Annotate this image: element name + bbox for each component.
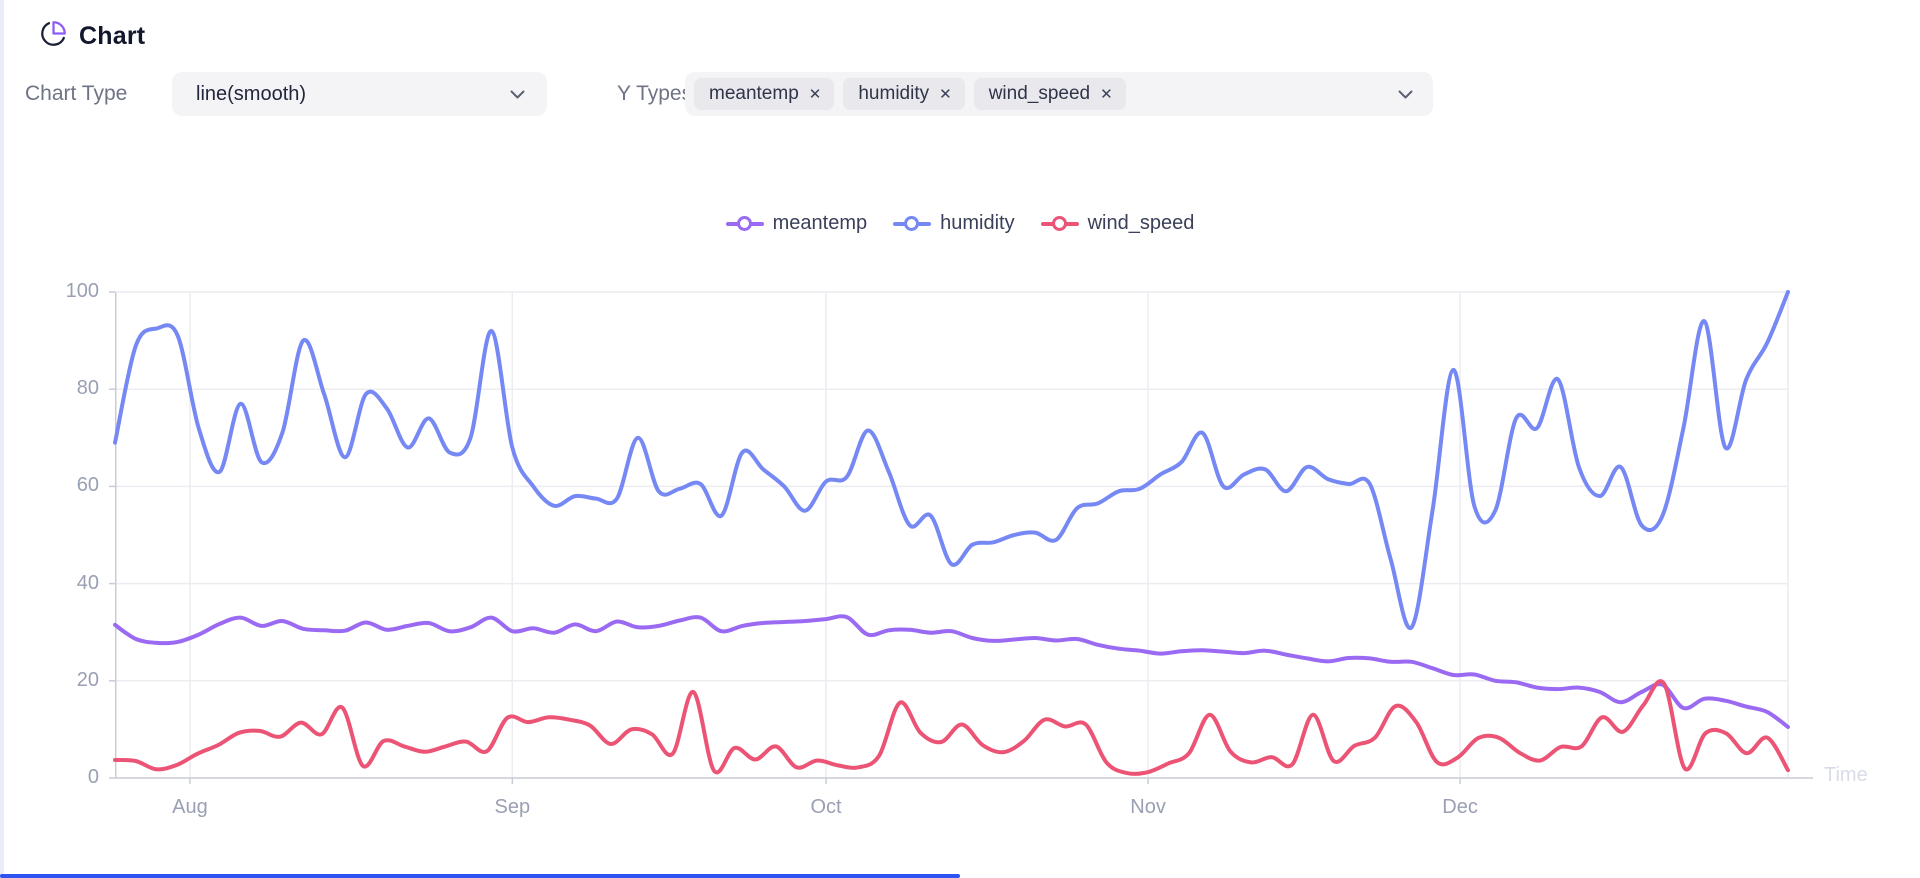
pie-chart-icon xyxy=(40,20,67,52)
y-type-tag-wind-speed: wind_speed ✕ xyxy=(973,78,1126,110)
page-title: Chart xyxy=(79,21,146,50)
y-axis-label: 60 xyxy=(76,474,99,497)
x-axis-label: Dec xyxy=(1442,796,1478,818)
y-type-tag-label: humidity xyxy=(858,83,930,104)
chart-legend: meantemp humidity wind_speed xyxy=(0,212,1920,235)
legend-item-meantemp[interactable]: meantemp xyxy=(725,212,868,235)
line-circle-marker-icon xyxy=(725,215,764,232)
y-types-select[interactable]: meantemp ✕ humidity ✕ wind_speed ✕ xyxy=(685,72,1433,116)
chevron-down-icon xyxy=(1398,90,1413,99)
legend-item-wind-speed[interactable]: wind_speed xyxy=(1040,212,1195,235)
chart-plot-area[interactable] xyxy=(109,290,1813,784)
remove-tag-icon[interactable]: ✕ xyxy=(939,85,952,103)
x-axis-label: Aug xyxy=(172,796,208,818)
x-axis-label: Nov xyxy=(1130,796,1166,818)
legend-label: wind_speed xyxy=(1087,212,1195,234)
y-axis-label: 40 xyxy=(76,571,99,594)
chart-type-value: line(smooth) xyxy=(196,82,307,105)
page-header: Chart xyxy=(40,20,145,52)
remove-tag-icon[interactable]: ✕ xyxy=(1100,85,1113,103)
chart-type-label: Chart Type xyxy=(25,82,128,105)
remove-tag-icon[interactable]: ✕ xyxy=(808,85,822,103)
legend-item-humidity[interactable]: humidity xyxy=(893,212,1015,235)
y-axis-label: 80 xyxy=(76,377,99,400)
y-type-tag-humidity: humidity ✕ xyxy=(843,78,965,110)
line-circle-marker-icon xyxy=(1040,215,1079,232)
x-axis-label: Oct xyxy=(810,796,842,818)
y-type-tag-label: meantemp xyxy=(709,83,799,104)
chart-type-select[interactable]: line(smooth) xyxy=(172,72,547,116)
y-axis-label: 20 xyxy=(76,668,99,691)
x-axis-title: Time xyxy=(1824,764,1868,786)
chevron-down-icon xyxy=(510,90,525,99)
horizontal-scrollbar[interactable] xyxy=(0,874,960,878)
left-edge-strip xyxy=(0,0,4,878)
y-axis-label: 0 xyxy=(87,766,99,788)
y-axis-label: 100 xyxy=(65,280,99,302)
y-type-tag-label: wind_speed xyxy=(988,83,1091,104)
line-circle-marker-icon xyxy=(893,215,932,232)
legend-label: humidity xyxy=(940,212,1015,234)
legend-label: meantemp xyxy=(772,212,868,234)
y-types-label: Y Types xyxy=(617,82,693,105)
x-axis-label: Sep xyxy=(494,796,531,818)
y-type-tag-meantemp: meantemp ✕ xyxy=(694,78,835,110)
